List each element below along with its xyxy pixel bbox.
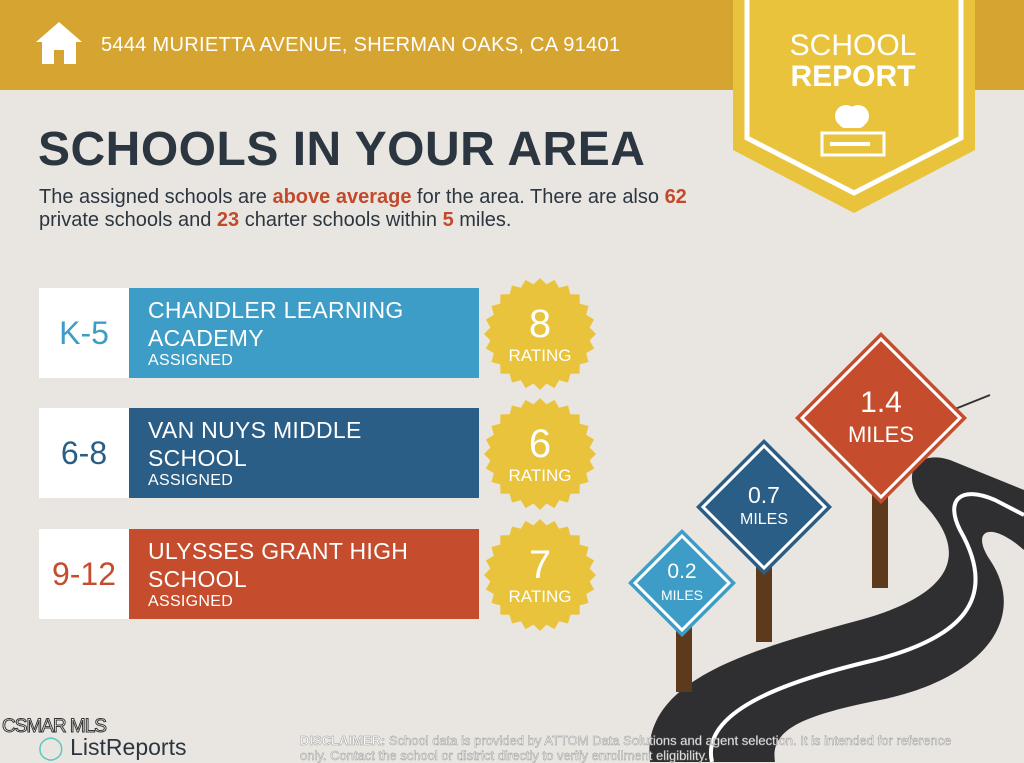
rating-value: 6 [528,422,552,466]
diamond-sign-icon [795,332,967,504]
distance-sign: 1.4 MILES [793,330,969,506]
rating-seal: 8 RATING [484,278,596,390]
rating-label: RATING [508,587,572,606]
starburst-icon [484,519,596,631]
school-info: ULYSSES GRANT HIGH SCHOOL ASSIGNED [129,529,479,619]
disclaimer: DISCLAIMER: School data is provided by A… [300,733,952,763]
school-info: CHANDLER LEARNING ACADEMY ASSIGNED [129,288,479,378]
school-row: 6-8 VAN NUYS MIDDLE SCHOOL ASSIGNED 6 RATI… [39,398,596,510]
rating-seal: 6 RATING [484,398,596,510]
school-row: 9-12 ULYSSES GRANT HIGH SCHOOL ASSIGNED 7… [39,519,596,631]
rating-seal: 7 RATING [484,519,596,631]
school-status: ASSIGNED [148,593,234,610]
diamond-sign-icon [628,529,736,637]
diamond-sign-icon [696,439,832,575]
distance-value: 1.4 [860,386,902,419]
page-title: SCHOOLS IN YOUR AREA [38,123,646,176]
distance-value: 0.2 [667,560,697,583]
starburst-icon [484,278,596,390]
rating-label: RATING [508,346,572,365]
school-name: VAN NUYS MIDDLE SCHOOL [148,417,362,471]
distance-unit: MILES [739,511,788,528]
rating-label: RATING [508,466,572,485]
intro-text: The assigned schools are above average f… [39,186,687,231]
school-name: ULYSSES GRANT HIGH SCHOOL [148,538,409,592]
school-name: CHANDLER LEARNING ACADEMY [148,297,404,351]
distance-unit: MILES [660,587,703,603]
listreports-logo: ◯ ListReports [38,734,187,760]
grade-range: 6-8 [39,408,129,498]
grade-range: 9-12 [39,529,129,619]
badge-title: SCHOOL REPORT [789,29,917,93]
distance-sign: 0.2 MILES [626,527,738,639]
school-info: VAN NUYS MIDDLE SCHOOL ASSIGNED [129,408,479,498]
rating-value: 8 [528,302,552,346]
road-illustration [649,394,1024,762]
grade-range: K-5 [39,288,129,378]
mls-watermark: CSMAR MLS [2,716,108,738]
home-icon [36,22,82,64]
school-status: ASSIGNED [148,472,234,489]
school-status: ASSIGNED [148,352,234,369]
distance-unit: MILES [847,422,915,447]
property-address: 5444 MURIETTA AVENUE, SHERMAN OAKS, CA 9… [101,34,621,56]
starburst-icon [484,398,596,510]
apple-books-icon [820,105,886,157]
school-report-badge [733,0,975,213]
distance-value: 0.7 [748,482,780,508]
distance-sign: 0.7 MILES [694,437,834,577]
rating-value: 7 [528,543,552,587]
